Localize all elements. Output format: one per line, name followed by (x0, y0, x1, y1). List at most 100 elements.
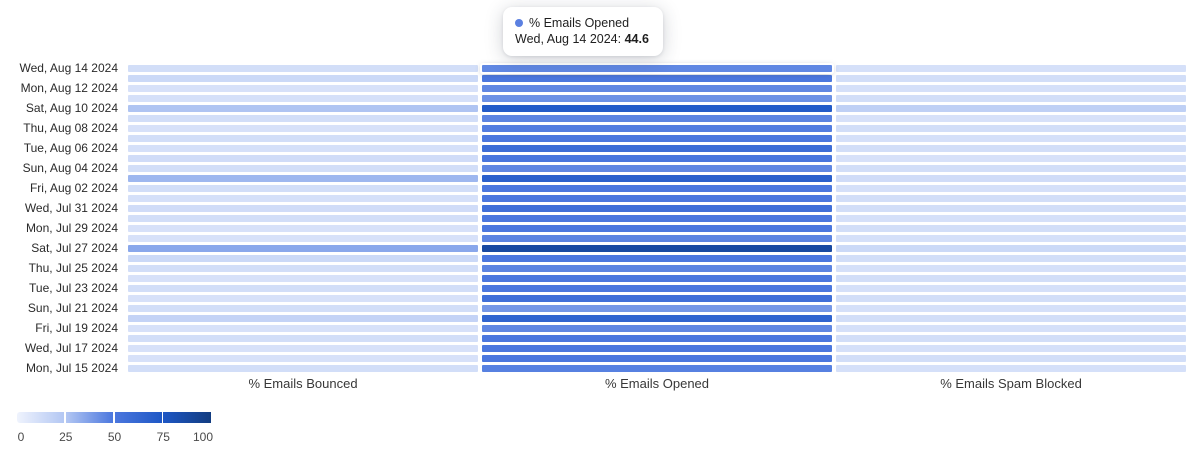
heatmap-cell[interactable] (128, 275, 478, 282)
heatmap-cell[interactable] (482, 75, 832, 82)
heatmap-cell[interactable] (836, 255, 1186, 262)
heatmap-cell[interactable] (482, 165, 832, 172)
heatmap-cell[interactable] (128, 115, 478, 122)
heatmap-cell[interactable] (482, 255, 832, 262)
heatmap-cell[interactable] (836, 115, 1186, 122)
heatmap-cell[interactable] (128, 185, 478, 192)
heatmap-cell[interactable] (836, 135, 1186, 142)
heatmap-cell[interactable] (128, 295, 478, 302)
heatmap-cell[interactable] (128, 75, 478, 82)
heatmap-cell[interactable] (482, 295, 832, 302)
heatmap-cell[interactable] (128, 245, 478, 252)
heatmap-cell[interactable] (836, 175, 1186, 182)
legend-tick-label: 50 (107, 430, 122, 444)
heatmap-cell[interactable] (482, 325, 832, 332)
heatmap-cell[interactable] (482, 225, 832, 232)
heatmap-cell[interactable] (128, 195, 478, 202)
heatmap-cell[interactable] (128, 85, 478, 92)
heatmap-cell[interactable] (836, 85, 1186, 92)
heatmap-cell[interactable] (836, 305, 1186, 312)
heatmap-cell[interactable] (128, 155, 478, 162)
heatmap-cell[interactable] (836, 125, 1186, 132)
heatmap-cell[interactable] (482, 315, 832, 322)
heatmap-cell[interactable] (482, 305, 832, 312)
heatmap-cell[interactable] (482, 145, 832, 152)
heatmap-cell[interactable] (128, 335, 478, 342)
heatmap-cell[interactable] (836, 195, 1186, 202)
heatmap-cell[interactable] (482, 105, 832, 112)
heatmap-cell[interactable] (128, 215, 478, 222)
heatmap-cell[interactable] (128, 365, 478, 372)
heatmap-cell[interactable] (836, 205, 1186, 212)
heatmap-cell[interactable] (482, 275, 832, 282)
heatmap-cell[interactable] (482, 285, 832, 292)
heatmap-cell[interactable] (128, 175, 478, 182)
row-label: Sun, Aug 04 2024 (22, 161, 118, 175)
heatmap-cell[interactable] (482, 205, 832, 212)
heatmap-cell[interactable] (128, 305, 478, 312)
heatmap-cell[interactable] (128, 135, 478, 142)
heatmap-cell[interactable] (482, 365, 832, 372)
heatmap-cell[interactable] (836, 345, 1186, 352)
heatmap-cell[interactable] (482, 245, 832, 252)
row-label: Sat, Aug 10 2024 (25, 101, 118, 115)
heatmap-cell[interactable] (482, 345, 832, 352)
heatmap-cell[interactable] (836, 365, 1186, 372)
heatmap-cell[interactable] (482, 65, 832, 72)
heatmap-cell[interactable] (836, 335, 1186, 342)
heatmap-cell[interactable] (128, 95, 478, 102)
heatmap-cell[interactable] (482, 235, 832, 242)
heatmap-cell[interactable] (482, 335, 832, 342)
heatmap-cell[interactable] (836, 235, 1186, 242)
heatmap-cell[interactable] (836, 105, 1186, 112)
heatmap-cell[interactable] (836, 225, 1186, 232)
heatmap-cell[interactable] (482, 265, 832, 272)
heatmap-cell[interactable] (836, 245, 1186, 252)
heatmap-cell[interactable] (128, 265, 478, 272)
heatmap-cell[interactable] (482, 125, 832, 132)
heatmap-cell[interactable] (128, 165, 478, 172)
heatmap-cell[interactable] (482, 185, 832, 192)
heatmap-cell[interactable] (128, 145, 478, 152)
heatmap-cell[interactable] (836, 95, 1186, 102)
heatmap-cell[interactable] (836, 265, 1186, 272)
heatmap-cell[interactable] (128, 315, 478, 322)
heatmap-cell[interactable] (128, 225, 478, 232)
heatmap-cell[interactable] (836, 325, 1186, 332)
heatmap-cell[interactable] (128, 355, 478, 362)
heatmap-cell[interactable] (482, 195, 832, 202)
heatmap-cell[interactable] (836, 275, 1186, 282)
heatmap-cell[interactable] (836, 295, 1186, 302)
heatmap-cell[interactable] (482, 135, 832, 142)
heatmap-cell[interactable] (836, 355, 1186, 362)
heatmap-cell[interactable] (482, 215, 832, 222)
heatmap-cell[interactable] (836, 285, 1186, 292)
tooltip-value-line: Wed, Aug 14 2024: 44.6 (515, 31, 649, 47)
heatmap-cell[interactable] (482, 355, 832, 362)
heatmap-cell[interactable] (128, 285, 478, 292)
heatmap-cell[interactable] (482, 95, 832, 102)
heatmap-cell[interactable] (128, 65, 478, 72)
heatmap-cell[interactable] (128, 325, 478, 332)
heatmap-cell[interactable] (482, 85, 832, 92)
heatmap-cell[interactable] (128, 345, 478, 352)
heatmap-cell[interactable] (482, 155, 832, 162)
column-label-opened: % Emails Opened (604, 376, 710, 391)
heatmap-cell[interactable] (836, 145, 1186, 152)
heatmap-cell[interactable] (836, 215, 1186, 222)
heatmap-cell[interactable] (482, 175, 832, 182)
row-label: Mon, Jul 29 2024 (25, 221, 118, 235)
heatmap-cell[interactable] (836, 65, 1186, 72)
heatmap-cell[interactable] (128, 125, 478, 132)
row-label: Tue, Jul 23 2024 (29, 281, 118, 295)
heatmap-cell[interactable] (836, 155, 1186, 162)
heatmap-cell[interactable] (128, 205, 478, 212)
heatmap-cell[interactable] (836, 185, 1186, 192)
heatmap-cell[interactable] (836, 315, 1186, 322)
heatmap-cell[interactable] (128, 105, 478, 112)
heatmap-cell[interactable] (836, 165, 1186, 172)
heatmap-cell[interactable] (482, 115, 832, 122)
heatmap-cell[interactable] (128, 255, 478, 262)
heatmap-cell[interactable] (836, 75, 1186, 82)
heatmap-cell[interactable] (128, 235, 478, 242)
